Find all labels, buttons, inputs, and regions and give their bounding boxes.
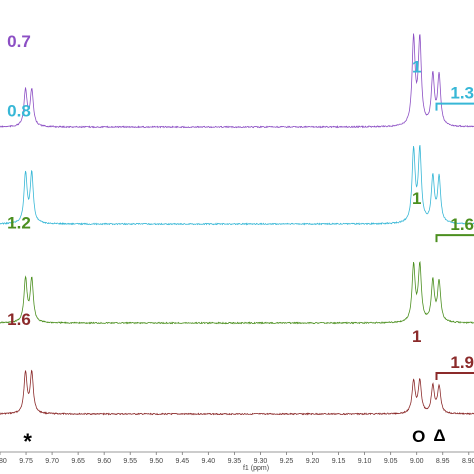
x-tick-label: 9.10	[358, 458, 372, 465]
integral-star-label: 0.8	[7, 102, 31, 121]
x-axis-label: f1 (ppm)	[243, 465, 269, 472]
circle-peak-marker: O	[412, 427, 425, 446]
integral-triangle-label: 1.3	[450, 84, 474, 103]
integral-circle-label: 1	[412, 58, 421, 77]
integral-bracket	[435, 102, 474, 111]
integral-triangle-label: 1.6	[450, 215, 474, 234]
integral-bracket	[435, 234, 474, 243]
x-tick-label: 9.00	[410, 458, 424, 465]
x-tick-label: 9.75	[19, 458, 33, 465]
x-tick-label: 9.25	[280, 458, 294, 465]
x-tick-label: 9.05	[384, 458, 398, 465]
x-tick-label: 9.35	[228, 458, 242, 465]
x-tick-label: 8.90	[462, 458, 474, 465]
x-tick-label: 8.95	[436, 458, 450, 465]
integral-star-label: 0.7	[7, 32, 31, 51]
star-peak-marker: *	[23, 429, 32, 454]
triangle-peak-marker: Δ	[433, 426, 445, 445]
integral-labels: 0.711.00.811.31.211.61.611.9	[7, 32, 474, 381]
integral-triangle-label: 1.9	[450, 353, 474, 372]
spectrum-trace-1	[0, 260, 474, 325]
integral-bracket	[435, 372, 474, 381]
spectrum-trace-0	[0, 369, 474, 416]
integral-circle-label: 1	[412, 327, 421, 346]
integral-circle-label: 1	[412, 189, 421, 208]
x-tick-label: 9.70	[45, 458, 59, 465]
x-tick-label: 9.50	[149, 458, 163, 465]
spectrum-trace-2	[0, 145, 474, 226]
peak-markers: * O Δ	[23, 426, 445, 454]
integral-star-label: 1.2	[7, 213, 31, 232]
x-tick-label: 9.55	[123, 458, 137, 465]
x-tick-label: 9.45	[175, 458, 189, 465]
x-tick-label: 9.40	[202, 458, 216, 465]
x-tick-label: 9.15	[332, 458, 346, 465]
x-tick-label: 9.20	[306, 458, 320, 465]
integral-star-label: 1.6	[7, 310, 31, 329]
x-tick-label: 9.80	[0, 458, 7, 465]
spectrum-trace-3	[0, 33, 474, 129]
x-tick-label: 9.65	[71, 458, 85, 465]
x-axis: 9.80 9.75 9.70 9.65 9.60 9.55 9.50 9.45 9.40 9.35…	[0, 451, 474, 465]
x-tick-label: 9.30	[254, 458, 268, 465]
x-tick-label: 9.60	[97, 458, 111, 465]
spectrum-traces	[0, 33, 474, 416]
